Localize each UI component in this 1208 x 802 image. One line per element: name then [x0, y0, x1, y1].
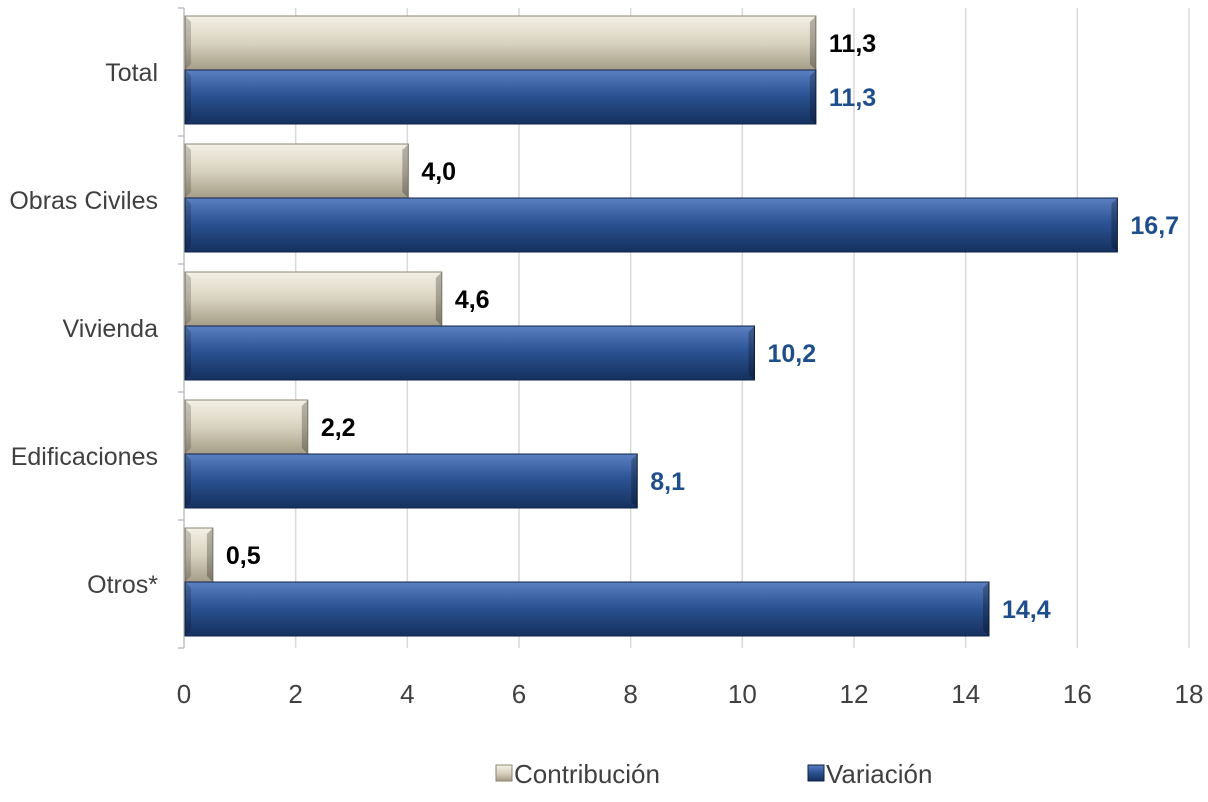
category-label: Otros*: [87, 571, 158, 599]
data-label: 14,4: [1002, 596, 1051, 624]
bar-bevel-right: [809, 16, 816, 70]
legend-label: Contribución: [514, 759, 660, 789]
data-labels: 11,3 11,3 4,0 16,7 4,6 10,2 2,2 8,1 0,5 14,4: [226, 30, 1179, 624]
bar-variacion: [184, 325, 755, 381]
x-tick-label: 0: [177, 679, 191, 709]
x-tick-label: 16: [1063, 679, 1092, 709]
bar-bevel-left: [185, 16, 191, 70]
data-label: 4,6: [455, 286, 490, 314]
bar-contribucion: [184, 15, 817, 71]
bar-bevel-right: [402, 144, 409, 198]
bar-variacion: [184, 197, 1118, 253]
bar-variacion: [184, 453, 638, 509]
data-label: 11,3: [829, 30, 876, 58]
data-label: 2,2: [321, 414, 356, 442]
data-label: 16,7: [1130, 212, 1179, 240]
bar-variacion: [184, 69, 817, 125]
category-label: Edificaciones: [11, 443, 158, 471]
bar-contribucion: [184, 143, 409, 199]
category-label: Obras Civiles: [9, 187, 158, 215]
x-tick-label: 18: [1175, 679, 1204, 709]
bar-bevel-left: [185, 582, 191, 636]
bar-bevel-left: [185, 400, 191, 454]
bar-bevel-left: [185, 528, 191, 582]
data-label: 0,5: [226, 542, 261, 570]
legend-swatch-variacion: [807, 764, 825, 782]
data-label: 4,0: [421, 158, 456, 186]
x-tick-label: 14: [951, 679, 980, 709]
x-tick-labels: 0 2 4 6 8 10 12 14 16 18: [177, 679, 1204, 709]
data-label: 8,1: [650, 468, 685, 496]
legend-swatch-contribucion: [495, 764, 513, 782]
x-tick-label: 12: [840, 679, 869, 709]
category-label: Total: [105, 59, 158, 87]
legend-label: Variación: [826, 759, 932, 789]
x-tick-label: 6: [512, 679, 526, 709]
axes: [178, 7, 185, 649]
data-label: 10,2: [768, 340, 817, 368]
bar-bevel-right: [301, 400, 308, 454]
bar-bevel-right: [206, 528, 213, 582]
bar-bevel-right: [631, 454, 638, 508]
bar-bevel-right: [983, 582, 989, 636]
bar-bevel-right: [809, 70, 816, 124]
bar-bevel-left: [185, 144, 191, 198]
bar-bevel-left: [185, 454, 191, 508]
category-labels: Total Obras Civiles Vivienda Edificaciones O…: [9, 59, 158, 599]
bar-bevel-right: [1111, 198, 1118, 252]
data-label: 11,3: [829, 84, 876, 112]
bar-bevel-left: [185, 272, 191, 326]
bar-variacion: [184, 581, 990, 637]
x-tick-label: 2: [288, 679, 302, 709]
bars: [184, 15, 1118, 637]
legend: Contribución Variación: [495, 759, 932, 789]
category-label: Vivienda: [63, 315, 159, 343]
bar-bevel-right: [748, 326, 755, 380]
bar-bevel-right: [435, 272, 442, 326]
bar-bevel-left: [185, 70, 191, 124]
bar-contribucion: [184, 271, 443, 327]
x-tick-label: 4: [400, 679, 414, 709]
x-tick-label: 8: [623, 679, 637, 709]
x-tick-label: 10: [728, 679, 757, 709]
bar-contribucion: [184, 399, 309, 455]
bar-bevel-left: [185, 198, 191, 252]
bar-bevel-left: [185, 326, 191, 380]
